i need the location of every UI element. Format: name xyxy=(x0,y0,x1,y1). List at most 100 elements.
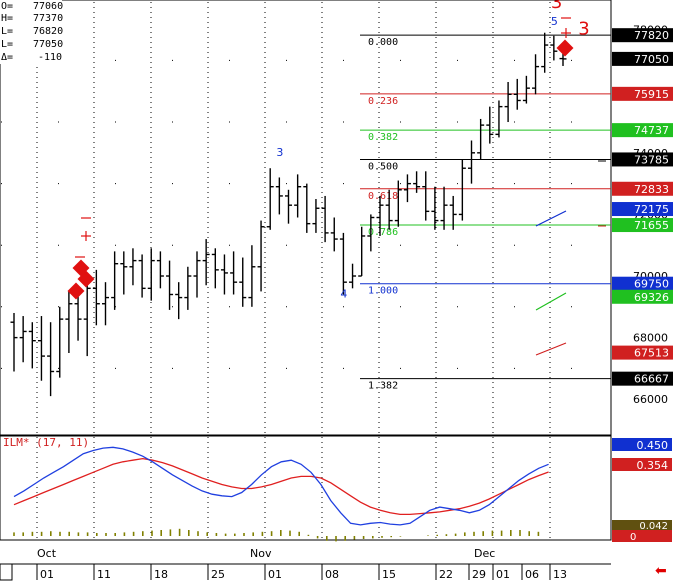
ohlc-change-label: Δ= xyxy=(1,52,13,63)
price-panel-border xyxy=(0,0,612,436)
signal-diamond-marker xyxy=(72,259,90,277)
ohlc-bar xyxy=(312,199,320,233)
ohlc-bar xyxy=(120,251,128,295)
scroll-left-button[interactable] xyxy=(0,563,13,581)
month-label: Dec xyxy=(474,547,495,560)
osc-red-tag-bg xyxy=(612,458,672,471)
ohlc-high-label: H= xyxy=(1,13,13,24)
price-tag-label: 67513 xyxy=(634,347,669,360)
date-tick-label: 22 xyxy=(439,568,453,581)
ohlc-open-label: O= xyxy=(1,1,13,12)
ohlc-bar xyxy=(394,180,402,227)
ohlc-bar xyxy=(230,251,238,295)
date-tick-label: 11 xyxy=(97,568,111,581)
oscillator xyxy=(13,446,549,542)
ohlc-bar xyxy=(477,118,485,159)
price-tag-bg xyxy=(612,276,673,291)
ohlc-last-label: L= xyxy=(1,39,13,50)
date-tick-label: 29 xyxy=(472,568,486,581)
ohlc-bar xyxy=(431,186,439,230)
ohlc-bar xyxy=(495,100,503,138)
price-tag-bg xyxy=(612,86,673,101)
fibonacci-levels: 0.000 0.236 0.382 0.500 0.618 0.786 1.000 1.382 xyxy=(360,34,611,392)
ohlc-bar xyxy=(74,294,82,341)
scroll-left-arrow-icon[interactable]: ⬅ xyxy=(655,563,667,579)
price-tag-label: 69750 xyxy=(634,278,669,291)
date-tick-label: 15 xyxy=(382,568,396,581)
price-tag-label: 77820 xyxy=(634,29,669,42)
ohlc-bar xyxy=(330,217,338,252)
ohlc-bar xyxy=(65,291,73,354)
trend-green xyxy=(535,292,567,311)
ohlc-high-value: 77370 xyxy=(33,13,63,24)
fib-label: 0.618 xyxy=(368,191,398,202)
ohlc-last-value: 77050 xyxy=(33,39,63,50)
zero-tag-bg xyxy=(612,530,672,542)
date-tick-label: 18 xyxy=(154,568,168,581)
trend-blue xyxy=(535,210,567,227)
osc-blue-tag-bg xyxy=(612,438,672,451)
price-tag-bg xyxy=(612,152,673,167)
ohlc-bar xyxy=(111,251,119,310)
ohlc-bar xyxy=(83,276,91,357)
ohlc-bar xyxy=(541,32,549,73)
ohlc-bar xyxy=(92,269,100,326)
annotations: 3458033 xyxy=(67,0,590,301)
wave-count-label: 3 xyxy=(551,0,562,13)
osc-blue-line xyxy=(13,446,549,526)
ohlc-info-box: O= 77060 H= 77370 L= 76820 L= 77050 Δ= -… xyxy=(0,0,63,64)
fib-label: 1.382 xyxy=(368,381,398,392)
ohlc-bar xyxy=(468,140,475,184)
price-tag-bg xyxy=(612,123,673,138)
ohlc-bar xyxy=(19,316,27,363)
wave-count-label: 3 xyxy=(276,146,283,159)
ohlc-bar xyxy=(550,35,558,61)
fib-label: 0.382 xyxy=(368,132,398,143)
date-tick-label: 01 xyxy=(268,568,282,581)
price-tag-label: 73785 xyxy=(634,153,669,166)
ohlc-bar xyxy=(367,214,375,252)
wave-count-label: 5 xyxy=(551,15,558,28)
ohlc-bar xyxy=(10,312,18,372)
ohlc-bar xyxy=(532,54,540,95)
date-axis: 01 11 18 25 01 08 15 22 29 01 06 13 Oct Nov Dec xyxy=(0,547,611,581)
ohlc-bar xyxy=(294,174,302,218)
price-tag-label: 69326 xyxy=(634,291,669,304)
price-tag-bg xyxy=(612,371,673,386)
ohlc-bar xyxy=(403,174,411,203)
ohlc-bar xyxy=(220,254,228,295)
trend-red xyxy=(535,342,567,356)
wave-count-label: 3 xyxy=(578,18,589,39)
fib-label: 1.000 xyxy=(368,286,398,297)
ohlc-bar xyxy=(248,245,256,307)
ohlc-bar xyxy=(202,239,210,286)
date-tick-label: 25 xyxy=(211,568,225,581)
signal-diamond-marker xyxy=(556,39,574,57)
osc-red-line xyxy=(13,457,549,516)
date-tick-label: 01 xyxy=(496,568,510,581)
ohlc-bar xyxy=(303,183,311,233)
fib-label: 0.236 xyxy=(368,96,398,107)
ohlc-bar xyxy=(37,316,45,381)
ohlc-bar xyxy=(257,220,265,292)
ohlc-bar xyxy=(166,260,174,310)
indicator-tags: 0.450 0.354 0.042 0 xyxy=(612,438,672,543)
fib-label: 0.000 xyxy=(368,37,398,48)
ohlc-bar xyxy=(129,248,137,286)
ohlc-bar xyxy=(486,106,494,144)
hist-tag-bg xyxy=(612,520,672,530)
ohlc-bar xyxy=(193,251,201,298)
price-tick-label: 66000 xyxy=(633,393,668,406)
ohlc-bar xyxy=(175,282,183,320)
ohlc-bar xyxy=(184,266,192,310)
price-tag-label: 66667 xyxy=(634,373,669,386)
ohlc-bar xyxy=(266,168,274,230)
ohlc-change-value: -110 xyxy=(38,52,62,63)
ohlc-bar xyxy=(156,251,164,289)
hist-tag: 0.042 xyxy=(639,521,668,532)
date-tick-label: 13 xyxy=(553,568,567,581)
ohlc-bar xyxy=(211,248,219,289)
grid xyxy=(1,2,610,539)
ohlc-bar xyxy=(449,195,457,230)
